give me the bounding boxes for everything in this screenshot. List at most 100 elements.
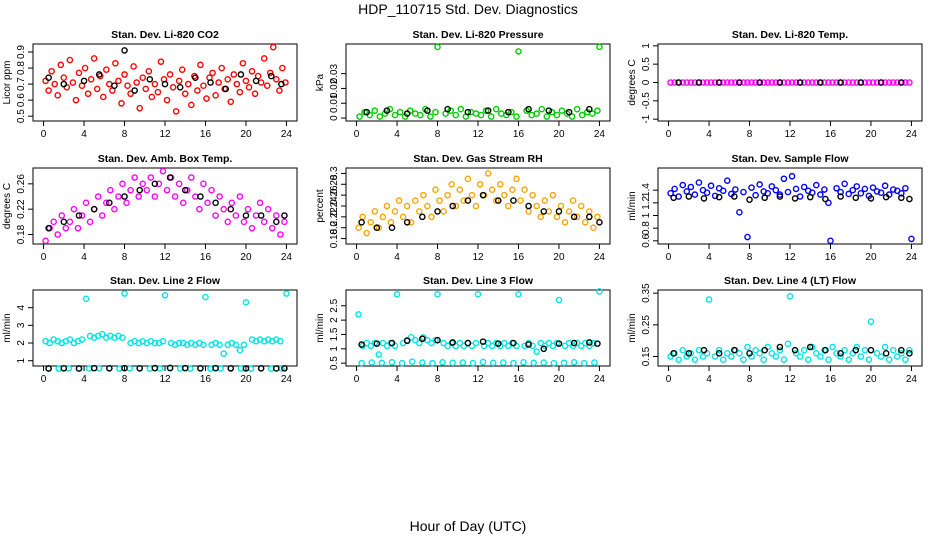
data-point [707,79,715,86]
data-point [772,79,780,86]
y-tick-label: 1 [641,43,652,49]
data-point [898,79,905,86]
data-point [776,193,784,200]
data-point [772,353,780,360]
data-point [403,218,411,226]
x-tick-label: 4 [706,374,712,385]
data-point [103,199,110,207]
data-point [139,180,147,188]
data-point [419,335,426,343]
data-point [408,358,416,365]
data-point [902,356,909,363]
data-point [395,197,403,204]
x-tick-label: 20 [865,252,877,263]
series-2 [670,343,913,357]
x-tick-label: 12 [472,374,484,385]
x-tick-label: 24 [906,374,918,385]
data-point [279,64,286,72]
data-point [837,79,844,86]
data-point [388,358,396,366]
data-point [74,224,82,232]
data-point [256,199,264,207]
data-point [169,84,177,91]
data-point [145,67,153,75]
data-point [269,43,277,51]
data-point [822,195,829,203]
data-point [703,350,711,357]
data-point [555,208,563,215]
data-point [464,339,472,347]
data-point [368,359,376,366]
data-point [513,113,520,120]
data-point [861,346,869,354]
data-point [391,208,399,215]
data-point [873,350,881,357]
data-point [667,190,674,197]
data-point [557,202,565,210]
data-point [715,79,723,86]
data-point [499,359,507,366]
series-3 [358,335,601,353]
data-point [203,95,210,102]
data-point [857,353,865,360]
data-point [367,218,375,226]
data-point [58,212,66,219]
data-point [902,184,909,192]
data-point [590,339,597,347]
y-tick-label: 0.8 [16,61,27,75]
data-point [822,346,829,354]
data-point [711,353,719,360]
x-tick-label: 20 [240,374,252,385]
data-point [459,359,467,366]
data-point [376,113,384,120]
data-point [695,79,703,86]
x-tick-label: 12 [472,129,484,140]
data-point [236,346,244,354]
data-point [72,96,80,104]
data-point [130,63,137,70]
data-point [439,358,446,366]
data-point [867,346,875,354]
data-point [166,174,174,181]
data-point [829,79,836,86]
y-tick-label: 0.22 [329,207,340,227]
data-point [136,104,143,112]
data-point [867,318,875,325]
data-point [403,202,411,210]
data-point [719,356,727,363]
data-point [573,105,581,113]
data-point [127,90,134,98]
data-point [181,364,189,372]
data-point [273,365,280,372]
data-point [440,208,447,215]
data-point [355,224,362,232]
data-point [54,231,62,238]
x-tick-label: 8 [747,374,753,385]
x-tick-label: 0 [354,129,360,140]
data-point [841,79,848,86]
data-point [419,213,426,221]
data-point [873,188,881,195]
data-point [358,218,365,226]
data-point [209,69,216,77]
series-3 [45,364,288,372]
data-point [746,350,753,357]
data-point [683,79,691,86]
y-axis-label: ml/min [315,313,326,342]
data-point [119,334,126,342]
y-axis-label: kPa [315,73,326,91]
x-tick-label: 4 [81,374,87,385]
data-point [121,193,128,200]
data-point [155,180,163,188]
x-tick-label: 4 [706,129,712,140]
y-tick-label: 0.26 [16,174,27,194]
data-point [685,350,693,357]
x-tick-label: 4 [394,374,400,385]
data-point [87,75,95,83]
x-tick-label: 20 [553,374,565,385]
data-point [513,175,520,183]
data-point [434,43,441,51]
x-tick-label: 8 [747,129,753,140]
data-point [202,293,209,301]
data-point [163,186,171,194]
